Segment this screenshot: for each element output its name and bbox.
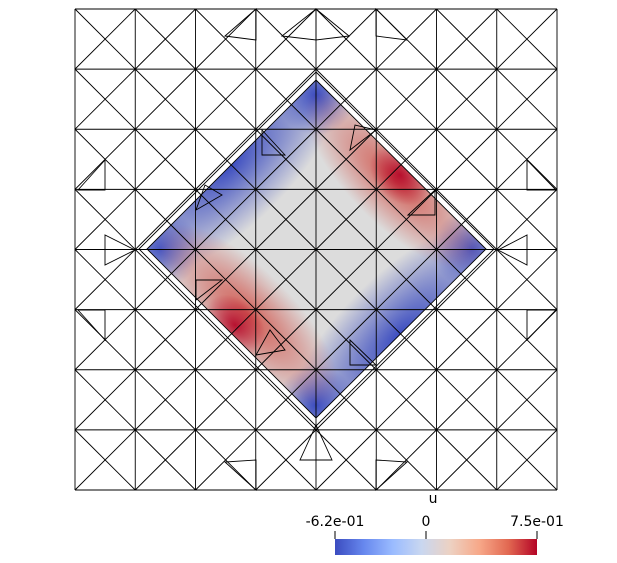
mesh-diagonal-line <box>74 429 136 491</box>
mesh-diagonal-line <box>375 249 437 310</box>
mesh-diagonal-line <box>496 369 558 431</box>
scalar-bar-min-label: -6.2e-01 <box>306 514 365 530</box>
mesh-diagonal-line <box>436 8 498 70</box>
mesh-diagonal-line <box>74 8 136 70</box>
mesh-diagonal-line <box>195 68 257 130</box>
scalar-bar-mid-label: 0 <box>422 514 431 530</box>
mesh-fold-triangle <box>195 184 223 212</box>
mesh-diagonal-line <box>315 128 377 190</box>
mesh-fold-triangle <box>375 459 409 492</box>
mesh-fold-triangle <box>104 234 137 266</box>
mesh-diagonal-line <box>315 68 377 130</box>
mesh-diagonal-line <box>134 369 196 431</box>
mesh-diagonal-line <box>315 369 377 431</box>
mesh-diagonal-line <box>74 68 136 130</box>
mesh-fold-triangle <box>195 279 224 301</box>
mesh-fold-triangle <box>497 234 528 266</box>
mesh-diagonal-line <box>74 369 136 431</box>
mesh-diagonal-line <box>496 429 558 491</box>
mesh-diagonal-line <box>375 429 437 491</box>
mesh-fold-triangle <box>223 8 257 41</box>
mesh-diagonal-line <box>134 128 196 190</box>
mesh-fold-triangle <box>299 423 333 461</box>
scalar-bar-max-label: 7.5e-01 <box>510 514 564 530</box>
mesh-diagonal-line <box>255 8 317 70</box>
region-boundary <box>146 79 487 419</box>
mesh-diagonal-line <box>134 249 196 310</box>
mesh-diagonal-line <box>134 68 196 130</box>
mesh-diagonal-line <box>496 189 558 250</box>
mesh-fold-triangle <box>76 158 106 191</box>
mesh-diagonal-line <box>134 429 196 491</box>
mesh-diagonal-line <box>315 429 377 491</box>
mesh-diagonal-line <box>195 429 257 491</box>
mesh-fold-triangle <box>526 309 558 342</box>
mesh-diagonal-line <box>255 249 317 310</box>
mesh-diagonal-line <box>496 8 558 70</box>
mesh-diagonal-line <box>255 429 317 491</box>
mesh-fold-triangle <box>406 188 436 216</box>
mesh-diagonal-line <box>436 128 498 190</box>
mesh-diagonal-line <box>134 309 196 371</box>
mesh-diagonal-line <box>255 68 317 130</box>
mesh-diagonal-line <box>496 68 558 130</box>
mesh-wireframe <box>74 7 558 492</box>
mesh-diagonal-line <box>436 369 498 431</box>
mesh-fold-triangle <box>255 329 286 356</box>
mesh-diagonal-line <box>436 249 498 310</box>
scalar-bar: u -6.2e-01 0 7.5e-01 <box>306 491 564 555</box>
mesh-diagonal-line <box>195 369 257 431</box>
scalar-bar-colors <box>335 539 537 555</box>
mesh-diagonal-line <box>496 249 558 310</box>
mesh-diagonal-line <box>375 309 437 371</box>
mesh-fold-triangle <box>280 8 317 41</box>
mesh-diagonal-line <box>195 8 257 70</box>
mesh-fold-triangle <box>223 459 257 492</box>
mesh-fold-triangle <box>526 158 558 191</box>
mesh-fold-triangle <box>261 128 287 156</box>
mesh-diagonal-line <box>74 249 136 310</box>
mesh-diagonal-line <box>255 189 317 250</box>
mesh-fold-triangle <box>76 309 106 342</box>
mesh-diagonal-line <box>436 189 498 250</box>
mesh-diagonal-line <box>315 309 377 371</box>
mesh-diagonal-line <box>195 128 257 190</box>
mesh-diagonal-line <box>375 68 437 130</box>
mesh-fold-triangle <box>349 338 378 366</box>
mesh-diagonal-line <box>255 309 317 371</box>
mesh-diagonal-line <box>74 189 136 250</box>
mesh-diagonal-line <box>315 249 377 310</box>
mesh-fold-triangle <box>375 7 409 41</box>
mesh-diagonal-line <box>315 8 377 70</box>
mesh-fold-triangle <box>349 124 378 152</box>
mesh-diagonal-line <box>436 68 498 130</box>
mesh-diagonal-line <box>134 189 196 250</box>
scalar-bar-title: u <box>429 491 438 507</box>
mesh-diagonal-line <box>255 128 317 190</box>
mesh-diagonal-line <box>436 309 498 371</box>
mesh-diagonal-line <box>375 369 437 431</box>
mesh-diagonal-line <box>315 189 377 250</box>
mesh-diagonal-line <box>436 429 498 491</box>
mesh-diagonal-line <box>375 128 437 190</box>
mesh-diagonal-line <box>375 189 437 250</box>
mesh-diagonal-line <box>195 189 257 250</box>
mesh-diagonal-line <box>195 309 257 371</box>
mesh-diagonal-line <box>195 249 257 310</box>
mesh-diagonal-line <box>134 8 196 70</box>
mesh-diagonal-line <box>255 369 317 431</box>
